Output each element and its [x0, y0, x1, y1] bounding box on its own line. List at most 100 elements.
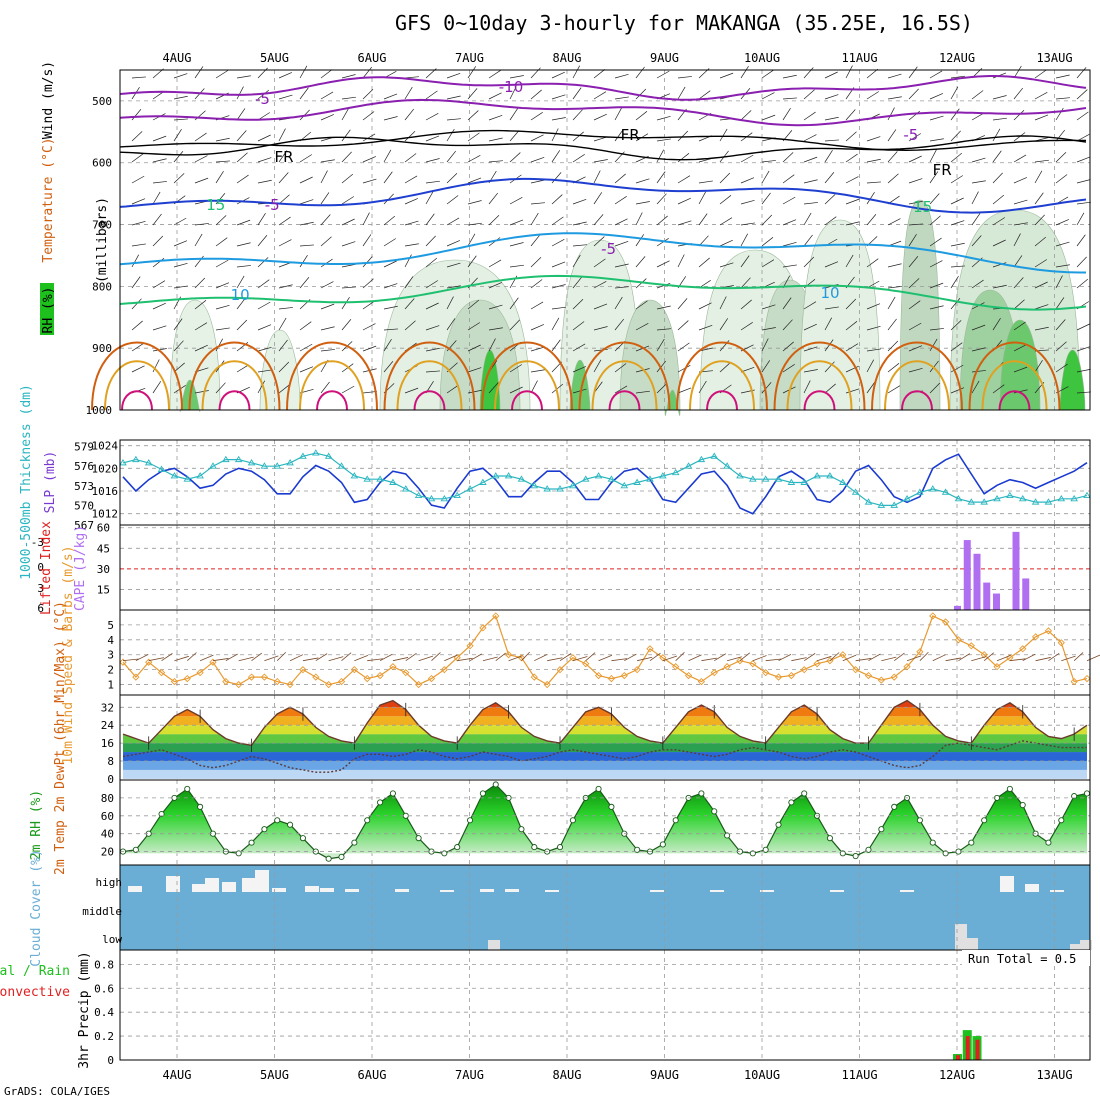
- wind-barb-10m: [457, 657, 473, 662]
- wind-barb: [614, 196, 627, 205]
- thickness-point: [710, 452, 719, 459]
- wind-barb-10m: [688, 654, 702, 662]
- precip-tick-label: 0.2: [94, 1030, 114, 1043]
- wind-speed-point: [813, 660, 821, 668]
- wind-barb: [152, 381, 162, 394]
- wind-barb: [677, 342, 690, 352]
- rh-point: [415, 835, 422, 842]
- x-tick-label-top: 5AUG: [260, 51, 289, 65]
- wind-barb-10m: [585, 652, 596, 662]
- rh-shade: [619, 299, 681, 411]
- wind-barb: [803, 156, 818, 163]
- slp-axis-label: SLP (mb): [43, 451, 58, 514]
- wind-barb: [278, 239, 292, 247]
- wind-barb: [446, 118, 461, 121]
- temp-line: [122, 699, 1088, 747]
- thickness-point: [453, 491, 461, 499]
- wind-barb: [887, 385, 901, 394]
- thickness-point: [556, 485, 564, 492]
- wind-barb: [1034, 360, 1043, 373]
- wind-speed-point: [582, 660, 590, 668]
- wind-barb: [656, 70, 670, 79]
- cape-axis-label: CAPE (J/kg): [73, 525, 88, 611]
- wind-barb: [929, 305, 944, 310]
- wind-barb: [446, 340, 457, 352]
- wind-barb: [614, 286, 629, 289]
- contour-surface: [968, 341, 1061, 411]
- wind-barb: [971, 90, 984, 100]
- cloud-low-bar: [1080, 940, 1092, 950]
- thickness-tick-label: 573: [74, 480, 94, 493]
- precip-total-label: Total / Rain: [0, 964, 70, 979]
- wind-barb: [467, 177, 482, 184]
- wind-barb: [824, 383, 836, 394]
- wind-barb: [572, 154, 585, 163]
- contour-label: -5: [601, 240, 616, 258]
- wind-barb: [635, 88, 647, 100]
- thickness-point: [247, 459, 256, 466]
- thickness-point: [980, 498, 988, 505]
- wind-barb: [299, 255, 308, 268]
- wind-barb: [173, 362, 185, 373]
- contour-surface: [884, 360, 950, 411]
- wind-barb: [1013, 87, 1024, 100]
- wind-barb: [257, 324, 272, 331]
- wind-speed-point: [235, 680, 243, 689]
- wind-barb: [614, 173, 626, 184]
- wind-barb: [656, 382, 668, 394]
- wind-speed-point: [736, 657, 744, 665]
- temp-tick-label: 24: [101, 719, 115, 732]
- wind-barb: [173, 285, 188, 289]
- x-tick-label-bottom: 13AUG: [1036, 1068, 1072, 1082]
- contour-label: -5: [255, 90, 270, 108]
- wind-barb: [488, 160, 503, 163]
- wind-barb: [593, 69, 606, 79]
- thickness-point: [414, 491, 423, 499]
- temp-band: [123, 725, 1087, 735]
- pressure-tick-label: 800: [92, 280, 112, 293]
- rh-point: [1071, 793, 1078, 800]
- wind-barb: [719, 362, 731, 373]
- wind-barb: [299, 366, 314, 373]
- contour-label: FR: [275, 148, 294, 166]
- thickness-point: [671, 468, 680, 476]
- thickness-point: [234, 455, 243, 463]
- rh-point: [672, 817, 679, 824]
- wind-speed-point: [839, 651, 847, 659]
- cape-tick-label: 15: [97, 583, 110, 596]
- thickness-point: [157, 465, 166, 472]
- wind-barb: [509, 197, 523, 205]
- contour-label: FR: [621, 126, 640, 144]
- cloud-low-bar: [1070, 944, 1082, 950]
- wind-barb: [929, 360, 939, 373]
- contour-surface: [383, 341, 476, 411]
- wind-barb: [1076, 212, 1085, 226]
- wind-barb: [593, 281, 607, 289]
- wind-barb: [1013, 222, 1028, 226]
- wind-barb: [131, 198, 146, 205]
- wind-barb: [446, 150, 457, 163]
- rh-label: RH (%): [41, 287, 56, 334]
- wind-barb: [1013, 109, 1025, 121]
- wind-barb: [803, 212, 812, 226]
- cape-tick-label: 60: [97, 522, 110, 535]
- wind-barb: [719, 128, 728, 142]
- contour-surface: [608, 390, 641, 411]
- wind-barb-10m: [1073, 652, 1084, 661]
- wind-barb: [950, 342, 963, 352]
- wind-barb: [341, 286, 356, 289]
- wind-barb: [887, 263, 902, 268]
- wind-barb: [362, 300, 375, 310]
- wind-barb: [1034, 304, 1049, 310]
- wind-barb: [194, 390, 209, 394]
- wind-barb-10m: [559, 653, 572, 662]
- wind-speed-point: [196, 668, 204, 677]
- thickness-point: [633, 478, 641, 485]
- wind-barb: [845, 176, 859, 184]
- wind-barb-10m: [701, 657, 717, 662]
- wind-speed-point: [762, 668, 770, 677]
- wind-barb: [530, 212, 539, 226]
- wind-barb: [1076, 256, 1087, 268]
- wind-barb: [194, 177, 209, 184]
